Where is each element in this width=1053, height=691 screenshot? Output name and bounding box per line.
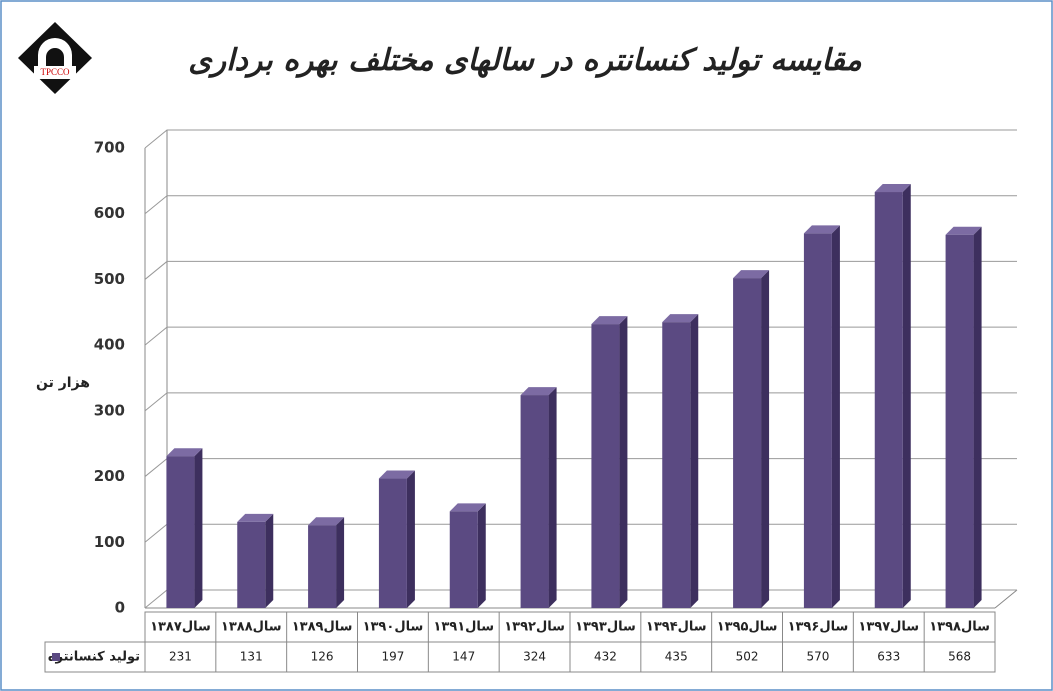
- y-axis-label: هزار تن: [36, 375, 90, 391]
- y-tick-label: 200: [94, 467, 125, 485]
- bar: [378, 470, 415, 608]
- bar-front: [378, 478, 407, 608]
- bar-top: [874, 184, 911, 193]
- y-tick-label: 0: [115, 599, 125, 617]
- table-value: 435: [665, 650, 688, 664]
- table-value: 324: [523, 650, 546, 664]
- bar: [803, 225, 840, 608]
- bar: [874, 184, 911, 608]
- bar-side: [194, 448, 203, 608]
- bar: [308, 517, 345, 608]
- bar-side: [548, 387, 557, 608]
- table-value: 126: [311, 650, 334, 664]
- table-value: 231: [169, 650, 192, 664]
- bar-front: [237, 521, 266, 608]
- bar: [591, 316, 628, 608]
- bar-side: [690, 314, 699, 608]
- bar-side: [973, 226, 982, 608]
- bar-front: [449, 511, 478, 608]
- bar-side: [619, 316, 628, 608]
- legend-key: [52, 653, 60, 661]
- table-value: 197: [381, 650, 404, 664]
- table-value: 570: [806, 650, 829, 664]
- table-value: 502: [736, 650, 759, 664]
- bar: [733, 270, 770, 608]
- bar-front: [733, 278, 762, 608]
- x-tick-label: سال۱۳۹۸: [929, 620, 990, 635]
- logo: TPCCO: [18, 22, 92, 94]
- table-value: 432: [594, 650, 617, 664]
- grid-line: [144, 129, 1017, 149]
- x-tick-label: سال۱۳۸۹: [292, 620, 353, 635]
- bar-top: [945, 226, 982, 235]
- x-tick-label: سال۱۳۸۷: [150, 620, 211, 635]
- x-tick-label: سال۱۳۹۲: [504, 620, 565, 635]
- bar-front: [520, 395, 549, 608]
- logo-text: TPCCO: [40, 67, 70, 77]
- table-value: 131: [240, 650, 263, 664]
- y-tick-label: 300: [94, 401, 125, 419]
- floor-edge: [994, 589, 1018, 609]
- y-tick-label: 600: [94, 204, 125, 222]
- y-tick-label: 400: [94, 336, 125, 354]
- bar-top: [591, 316, 628, 325]
- table-value: 568: [948, 650, 971, 664]
- x-tick-label: سال۱۳۹۴: [646, 620, 707, 635]
- bar-top: [803, 225, 840, 234]
- bar-top: [449, 503, 486, 512]
- table-value: 633: [877, 650, 900, 664]
- bar-side: [406, 470, 415, 608]
- bar-side: [477, 503, 486, 608]
- bar-side: [831, 225, 840, 608]
- bar-top: [378, 470, 415, 479]
- bar-front: [803, 233, 832, 608]
- bar-top: [237, 513, 274, 522]
- bar-front: [166, 456, 195, 608]
- bar-front: [308, 525, 337, 608]
- bar-top: [308, 517, 345, 526]
- bar: [166, 448, 203, 608]
- bar-front: [874, 192, 903, 608]
- x-tick-label: سال۱۳۹۷: [858, 620, 919, 635]
- x-tick-label: سال۱۳۹۰: [363, 620, 424, 635]
- bar-side: [761, 270, 770, 608]
- x-tick-label: سال۱۳۹۵: [717, 620, 778, 635]
- bar-front: [591, 324, 620, 608]
- y-tick-label: 700: [94, 139, 125, 157]
- y-tick-label: 500: [94, 270, 125, 288]
- x-tick-label: سال۱۳۹۶: [788, 620, 849, 635]
- bar-front: [945, 234, 974, 608]
- bar: [662, 314, 699, 608]
- bar: [237, 513, 274, 608]
- bar-side: [265, 513, 274, 608]
- bar: [945, 226, 982, 608]
- bar-top: [520, 387, 557, 396]
- y-tick-label: 100: [94, 533, 125, 551]
- table-value: 147: [452, 650, 475, 664]
- bar: [449, 503, 486, 608]
- bar-top: [166, 448, 203, 457]
- bar-side: [902, 184, 911, 608]
- bar-side: [336, 517, 345, 608]
- grid-line: [144, 195, 1017, 215]
- legend-label: تولید کنسانتره: [48, 650, 140, 665]
- bar-top: [733, 270, 770, 279]
- x-tick-label: سال۱۳۸۸: [221, 620, 282, 635]
- x-tick-label: سال۱۳۹۳: [575, 620, 636, 635]
- bar-front: [662, 322, 691, 608]
- x-tick-label: سال۱۳۹۱: [433, 620, 494, 635]
- bar-top: [662, 314, 699, 323]
- grid-line: [144, 260, 1017, 280]
- bar: [520, 387, 557, 608]
- chart-title: مقایسه تولید کنسانتره در سالهای مختلف به…: [188, 43, 862, 78]
- plot-area: 0 100 200 300 400 500 600 700 سال۱۳۸۷ 231 سال۱۳۸۸ 1…: [44, 129, 1018, 673]
